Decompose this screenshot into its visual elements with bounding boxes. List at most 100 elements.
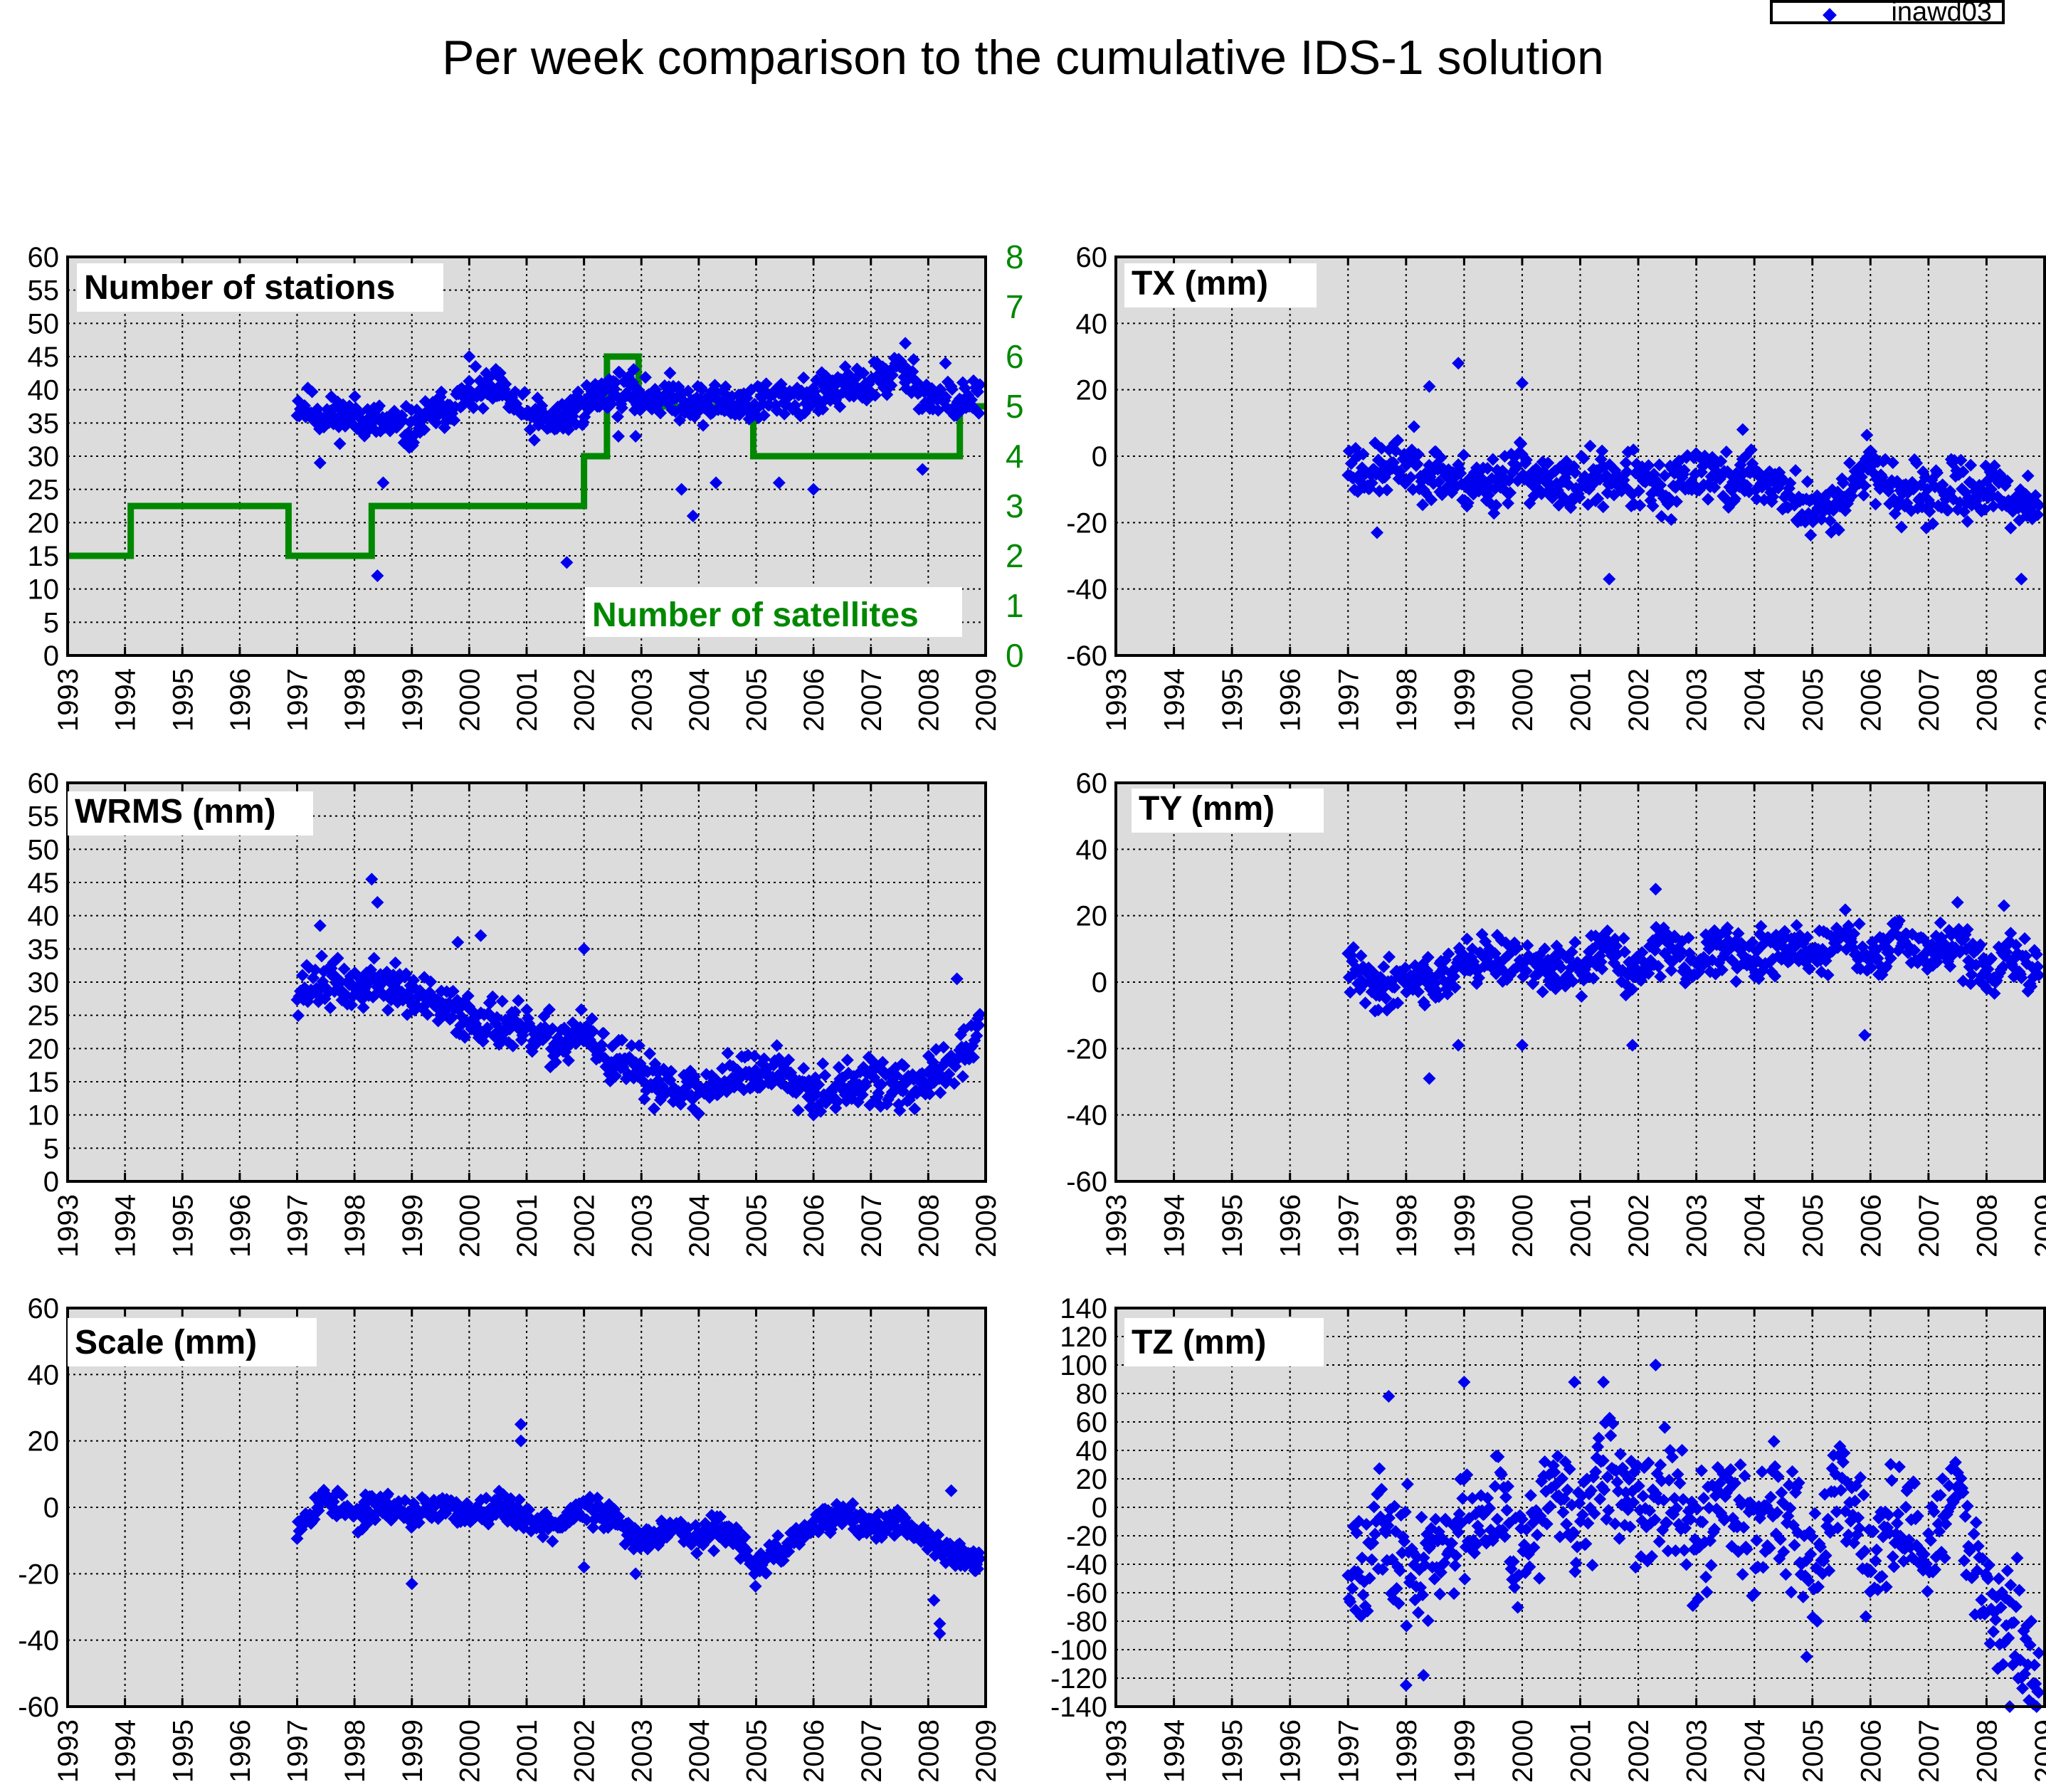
x-tick-label: 2005 bbox=[1798, 668, 1829, 732]
legend-series-label: inawd03 bbox=[1891, 0, 1992, 27]
data-point bbox=[421, 1008, 434, 1021]
data-point bbox=[1724, 1462, 1737, 1476]
data-point bbox=[418, 423, 431, 436]
panel-title: Scale (mm) bbox=[75, 1324, 257, 1361]
data-point bbox=[947, 1077, 961, 1090]
data-point bbox=[1885, 1474, 1899, 1487]
data-point bbox=[1365, 1553, 1378, 1566]
data-point bbox=[1432, 475, 1445, 489]
panel-title-box bbox=[68, 1318, 317, 1366]
data-point bbox=[1391, 433, 1405, 447]
data-point bbox=[1736, 423, 1749, 436]
data-point bbox=[1746, 936, 1759, 949]
x-tick-label: 1999 bbox=[1449, 1194, 1480, 1258]
data-point bbox=[2010, 1551, 2024, 1565]
x-tick-label: 2004 bbox=[684, 668, 715, 732]
data-point bbox=[638, 1092, 651, 1106]
data-point bbox=[2023, 1638, 2037, 1652]
data-point bbox=[1939, 1517, 1953, 1531]
data-point bbox=[1579, 1537, 1593, 1551]
data-point bbox=[2000, 474, 2014, 487]
data-point bbox=[932, 1528, 945, 1541]
data-point bbox=[1604, 1429, 1618, 1443]
x-tick-label: 1999 bbox=[1449, 1719, 1480, 1783]
data-point bbox=[1792, 1476, 1805, 1490]
data-point bbox=[782, 1053, 796, 1067]
data-point bbox=[1852, 1522, 1866, 1535]
data-point bbox=[345, 998, 359, 1012]
data-point bbox=[673, 413, 687, 427]
data-point bbox=[791, 1104, 805, 1117]
x-tick-label: 1997 bbox=[283, 1719, 314, 1783]
data-point bbox=[1924, 1534, 1937, 1547]
data-point bbox=[1823, 1564, 1836, 1577]
y-tick-label: 10 bbox=[28, 1100, 60, 1132]
data-point bbox=[577, 1561, 591, 1574]
data-point bbox=[523, 423, 537, 436]
data-point bbox=[1882, 1508, 1895, 1522]
data-point bbox=[1382, 1512, 1396, 1525]
data-point bbox=[1756, 1561, 1770, 1574]
data-point bbox=[1671, 1467, 1684, 1481]
data-point bbox=[1775, 1486, 1788, 1500]
data-point bbox=[1596, 500, 1610, 514]
data-point bbox=[1361, 1604, 1374, 1618]
data-point bbox=[721, 1046, 734, 1060]
y-tick-label: 50 bbox=[28, 834, 60, 865]
data-point bbox=[1366, 1537, 1380, 1550]
data-point bbox=[771, 1529, 785, 1542]
data-point bbox=[1802, 1574, 1815, 1588]
data-point bbox=[1859, 1610, 1872, 1623]
data-point bbox=[1821, 1512, 1835, 1526]
y-tick-label: -20 bbox=[18, 1559, 59, 1590]
x-tick-label: 2003 bbox=[626, 668, 658, 732]
data-point bbox=[1965, 968, 1978, 981]
data-point bbox=[1356, 448, 1370, 461]
x-tick-label: 2001 bbox=[1566, 1719, 1597, 1783]
data-point bbox=[1961, 515, 1974, 528]
y-tick-label: 20 bbox=[1076, 901, 1108, 932]
data-point bbox=[970, 1029, 984, 1043]
y-tick-label: -60 bbox=[18, 1692, 59, 1723]
data-point bbox=[1976, 1551, 1989, 1565]
data-point bbox=[474, 929, 487, 942]
data-point bbox=[585, 1012, 598, 1026]
data-point bbox=[1589, 1465, 1603, 1479]
data-point bbox=[1371, 526, 1384, 539]
y-tick-label: -140 bbox=[1050, 1692, 1107, 1723]
y-tick-label: 40 bbox=[1076, 834, 1108, 865]
x-tick-label: 2009 bbox=[2030, 1194, 2046, 1258]
data-point bbox=[710, 476, 723, 490]
y-tick-label: -60 bbox=[1066, 1166, 1107, 1198]
x-tick-label: 1996 bbox=[1275, 668, 1307, 732]
data-point bbox=[2025, 1615, 2038, 1628]
panel-title: TY (mm) bbox=[1139, 790, 1275, 828]
data-point bbox=[1981, 962, 1995, 976]
y-tick-label: 40 bbox=[28, 375, 60, 406]
x-tick-label: 2009 bbox=[971, 1194, 1002, 1258]
data-point bbox=[956, 1070, 969, 1083]
data-point bbox=[1675, 1443, 1689, 1457]
x-tick-label: 1995 bbox=[1217, 668, 1248, 732]
data-point bbox=[611, 410, 624, 423]
x-tick-label: 2006 bbox=[1855, 668, 1887, 732]
x-tick-label: 1995 bbox=[167, 668, 199, 732]
data-point bbox=[1684, 1512, 1697, 1526]
data-point bbox=[1800, 930, 1814, 944]
data-point bbox=[1738, 1469, 1751, 1482]
data-point bbox=[2015, 572, 2028, 586]
data-point bbox=[1425, 493, 1438, 507]
data-point bbox=[1702, 1501, 1716, 1514]
data-point bbox=[1515, 1038, 1529, 1052]
data-point bbox=[1934, 916, 1947, 929]
x-tick-label: 2008 bbox=[913, 1194, 944, 1258]
x-tick-label: 2008 bbox=[913, 1719, 944, 1783]
data-point bbox=[697, 418, 710, 432]
data-point bbox=[1655, 510, 1668, 523]
data-point bbox=[1677, 463, 1691, 477]
data-point bbox=[1457, 1376, 1471, 1388]
data-point bbox=[1556, 1506, 1570, 1519]
x-tick-label: 1994 bbox=[1159, 1194, 1191, 1258]
data-point bbox=[1646, 500, 1660, 513]
x-tick-label: 2008 bbox=[1971, 668, 2003, 732]
